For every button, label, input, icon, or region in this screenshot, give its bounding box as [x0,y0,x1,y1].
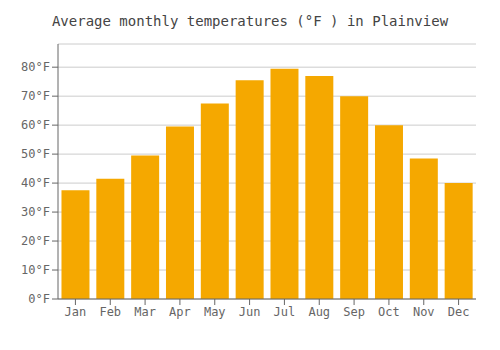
svg-text:10°F: 10°F [21,263,50,277]
svg-text:50°F: 50°F [21,147,50,161]
svg-text:Apr: Apr [169,305,191,319]
svg-text:80°F: 80°F [21,60,50,74]
svg-text:20°F: 20°F [21,234,50,248]
svg-text:Feb: Feb [99,305,121,319]
svg-text:40°F: 40°F [21,176,50,190]
html-text:Average monthly temperatures (: Average monthly temperatures (°F ) in Pl… [51,13,449,29]
svg-text:Aug: Aug [308,305,330,319]
svg-text:70°F: 70°F [21,89,50,103]
svg-text:Sep: Sep [343,305,365,319]
svg-text:Nov: Nov [413,305,435,319]
svg-text:Jul: Jul [274,305,296,319]
svg-text:Mar: Mar [134,305,156,319]
svg-text:0°F: 0°F [28,292,50,306]
svg-text:Jan: Jan [65,305,87,319]
svg-text:30°F: 30°F [21,205,50,219]
svg-text:Oct: Oct [378,305,400,319]
svg-text:Dec: Dec [448,305,470,319]
svg-text:60°F: 60°F [21,118,50,132]
svg-text:Jun: Jun [239,305,261,319]
svg-text:May: May [204,305,226,319]
